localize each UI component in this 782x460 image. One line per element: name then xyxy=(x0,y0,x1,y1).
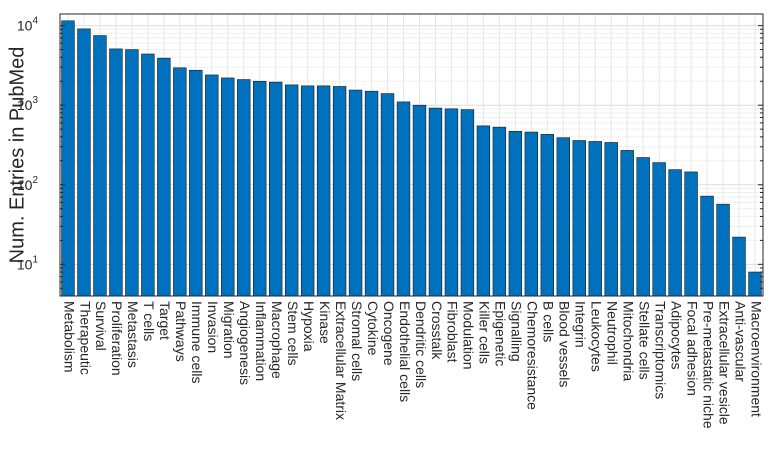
x-tick-label: Stem cells xyxy=(285,301,301,366)
x-tick-label: Survival xyxy=(93,301,109,351)
x-tick-label: Dendritic cells xyxy=(413,301,429,388)
y-tick-label: 101 xyxy=(17,254,39,272)
bar-signalling xyxy=(508,130,523,297)
y-tick-label: 104 xyxy=(17,16,39,34)
bar-modulation xyxy=(460,109,475,297)
x-tick-label: Inflammation xyxy=(253,301,269,381)
bar-neutrophil xyxy=(604,142,618,297)
x-tick-label: Therapeutic xyxy=(77,301,93,375)
bar-survival xyxy=(93,35,107,297)
bar-therapeutic xyxy=(77,28,91,297)
y-tick-label: 103 xyxy=(17,95,39,113)
bar-migration xyxy=(221,77,235,297)
bar-kinase xyxy=(316,85,331,297)
x-tick-label: Metastasis xyxy=(125,301,141,368)
bar-target xyxy=(157,57,171,297)
bar-hypoxia xyxy=(300,85,315,297)
x-tick-label: Invasion xyxy=(205,301,221,353)
x-tick-label: Migration xyxy=(221,301,237,359)
bar-extracellular-matrix xyxy=(332,86,347,297)
x-tick-label: Angiogenesis xyxy=(237,301,253,385)
plot-area-frame xyxy=(59,13,764,297)
x-tick-label: Macroenvironment xyxy=(748,301,764,417)
x-tick-label: Kinase xyxy=(317,301,333,344)
x-tick-label: Pathways xyxy=(173,301,189,362)
bar-t-cells xyxy=(141,53,155,297)
x-tick-label: Integrin xyxy=(573,301,589,348)
bar-metastasis xyxy=(125,49,139,297)
x-tick-label: Target xyxy=(157,301,173,340)
x-tick-label: Oncogene xyxy=(381,301,397,366)
bar-adipocytes xyxy=(668,169,682,297)
bar-macrophage xyxy=(269,81,283,297)
x-tick-label: Pre-metastatic niche xyxy=(700,301,716,429)
bar-b-cells xyxy=(540,134,554,297)
bar-proliferation xyxy=(109,48,123,297)
x-tick-label: Chemoresistance xyxy=(525,301,541,410)
x-tick-label: Hypoxia xyxy=(301,301,317,352)
bar-stromal-cells xyxy=(348,89,363,297)
x-tick-label: Leukocytes xyxy=(589,301,605,372)
x-tick-label: Modulation xyxy=(461,301,477,369)
bar-stem-cells xyxy=(284,84,299,297)
bar-focal-adhesion xyxy=(684,171,698,297)
bar-oncogene xyxy=(380,93,395,297)
x-tick-label: Blood vessels xyxy=(557,301,573,387)
bar-epigenetic xyxy=(492,126,507,297)
bar-integrin xyxy=(572,140,586,297)
x-tick-label: Extracellular Matrix xyxy=(333,301,349,420)
bar-transcriptomics xyxy=(652,162,666,297)
x-tick-label: Immune cells xyxy=(189,301,205,383)
bar-cytokine xyxy=(364,90,379,297)
bar-dendritic-cells xyxy=(412,104,427,297)
x-tick-label: B cells xyxy=(541,301,557,342)
y-axis: 101 102 103 104 xyxy=(17,16,763,297)
x-tick-label: Signalling xyxy=(509,301,525,362)
bar-crosstalk xyxy=(428,107,443,297)
x-tick-label: T cells xyxy=(141,301,157,341)
x-axis-labels: Metabolism Therapeutic Survival Proliferati… xyxy=(61,301,764,429)
bar-invasion xyxy=(205,74,219,297)
x-tick-label: Epigenetic xyxy=(493,301,509,366)
bar-extracellular-vesicle xyxy=(716,203,730,297)
x-tick-label: Stromal cells xyxy=(349,301,365,381)
x-tick-label: Anti-vascular xyxy=(732,301,748,382)
bar-immune-cells xyxy=(189,69,203,297)
bar-angiogenesis xyxy=(237,79,251,297)
y-axis-title: Num. Entries in PubMed xyxy=(6,47,28,264)
x-tick-label: Metabolism xyxy=(61,301,77,373)
bar-metabolism xyxy=(61,20,75,297)
bar-pathways xyxy=(173,67,187,297)
bar-fibroblast xyxy=(444,108,459,297)
x-tick-label: Killer cells xyxy=(477,301,493,364)
x-tick-label: Endothelial cells xyxy=(397,301,413,402)
x-tick-label: Focal adhesion xyxy=(684,301,700,396)
bar-killer-cells xyxy=(476,125,491,297)
x-tick-label: Fibroblast xyxy=(445,301,461,363)
x-tick-label: Neutrophil xyxy=(605,301,621,365)
x-tick-label: Macrophage xyxy=(269,301,285,379)
x-tick-label: Proliferation xyxy=(109,301,125,376)
x-tick-label: Stellate cells xyxy=(636,301,652,380)
bar-blood-vessels xyxy=(556,137,570,297)
x-tick-label: Mitochondria xyxy=(620,301,636,381)
x-tick-label: Transcriptomics xyxy=(652,301,668,399)
bar-macroenvironment xyxy=(748,271,762,297)
bar-mitochondria xyxy=(620,150,634,297)
bar-anti-vascular xyxy=(732,236,746,297)
bar-chemoresistance xyxy=(524,131,539,297)
bar-leukocytes xyxy=(588,141,602,297)
bar-inflammation xyxy=(253,80,267,297)
bar-endothelial-cells xyxy=(396,101,411,297)
x-tick-label: Cytokine xyxy=(365,301,381,356)
x-tick-label: Crosstalk xyxy=(429,301,445,360)
bar-pre-metastatic-niche xyxy=(700,195,714,297)
bar-stellate-cells xyxy=(636,157,650,297)
x-tick-label: Adipocytes xyxy=(668,301,684,369)
bars xyxy=(61,20,762,297)
y-tick-label: 102 xyxy=(17,175,39,193)
x-tick-label: Extracellular vesicle xyxy=(716,301,732,425)
